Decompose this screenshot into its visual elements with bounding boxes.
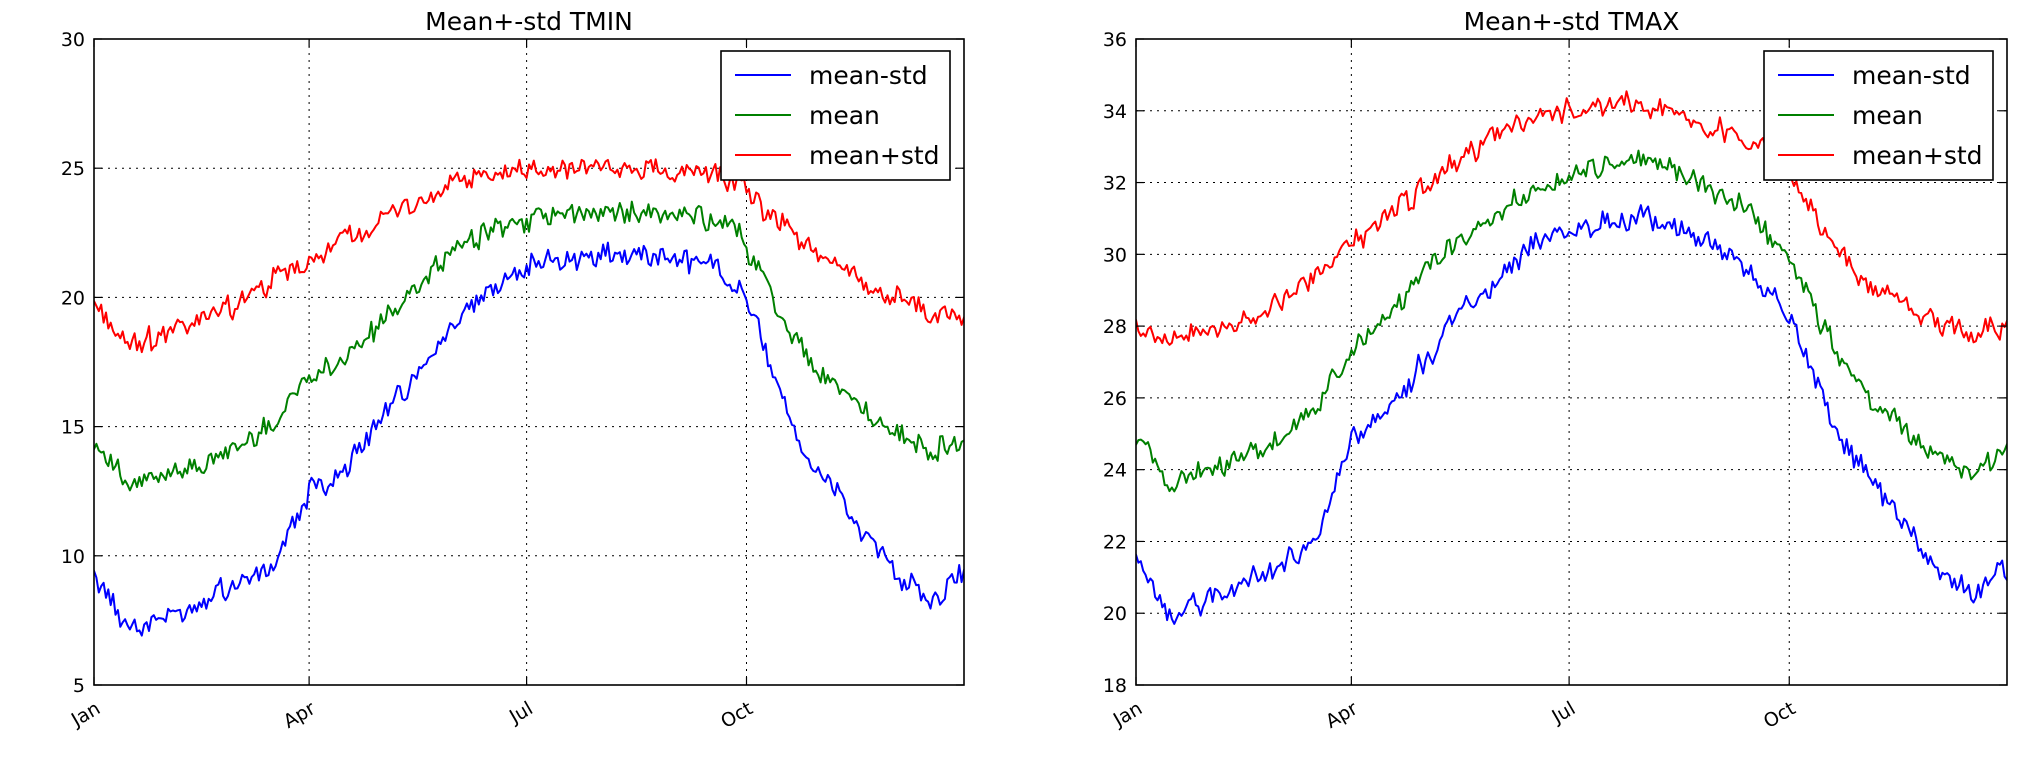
legend-label: mean-std bbox=[809, 61, 928, 90]
y-tick-label: 10 bbox=[61, 546, 85, 568]
legend-label: mean bbox=[809, 101, 880, 130]
plot-frame bbox=[1135, 38, 2008, 686]
legend-label: mean bbox=[1852, 101, 1923, 130]
x-tick-label: Oct bbox=[1760, 697, 1799, 732]
legend-label: mean+std bbox=[809, 141, 940, 170]
x-tick-label: Jul bbox=[1547, 697, 1579, 728]
chart-title: Mean+-std TMIN bbox=[425, 7, 633, 36]
series-line-mean-std bbox=[94, 241, 964, 637]
chart-panel-1: Mean+-std TMIN 5 10 15 20 25 30 Jan Apr Jul Oct mea… bbox=[61, 7, 965, 733]
y-tick-label: 34 bbox=[1103, 101, 1127, 123]
y-tick-label: 28 bbox=[1103, 316, 1127, 338]
series-line-mean+std bbox=[94, 158, 964, 354]
legend-label: mean+std bbox=[1852, 141, 1983, 170]
plot-frame bbox=[93, 38, 965, 686]
x-tick-label: Apr bbox=[280, 697, 320, 733]
y-tick-label: 18 bbox=[1103, 675, 1127, 697]
y-tick-label: 15 bbox=[61, 417, 85, 439]
y-tick-label: 36 bbox=[1103, 29, 1127, 51]
y-tick-label: 32 bbox=[1103, 173, 1127, 195]
legend: mean-std mean mean+std bbox=[1763, 50, 1994, 181]
y-tick-label: 20 bbox=[61, 287, 85, 309]
y-tick-label: 30 bbox=[61, 29, 85, 51]
y-tick-label: 20 bbox=[1103, 603, 1127, 625]
y-tick-label: 5 bbox=[73, 675, 85, 697]
series-line-mean+std bbox=[1136, 90, 2007, 346]
series-line-mean-std bbox=[1136, 204, 2007, 625]
x-tick-label: Jul bbox=[505, 697, 537, 728]
x-tick-label: Apr bbox=[1322, 697, 1362, 733]
series-line-mean bbox=[1136, 149, 2007, 493]
x-tick-label: Oct bbox=[717, 697, 756, 732]
chart-title: Mean+-std TMAX bbox=[1464, 7, 1680, 36]
series-line-mean bbox=[94, 200, 964, 492]
y-tick-label: 22 bbox=[1103, 531, 1127, 553]
chart-panel-2: Mean+-std TMAX 18 20 22 24 26 28 30 32 34 36 Jan Apr… bbox=[1103, 7, 2008, 733]
legend-label: mean-std bbox=[1852, 61, 1971, 90]
y-tick-label: 30 bbox=[1103, 244, 1127, 266]
y-tick-label: 24 bbox=[1103, 460, 1127, 482]
y-tick-label: 26 bbox=[1103, 388, 1127, 410]
y-tick-label: 25 bbox=[61, 158, 85, 180]
legend: mean-std mean mean+std bbox=[720, 50, 951, 181]
x-tick-label: Jan bbox=[67, 697, 104, 731]
x-tick-label: Jan bbox=[1109, 697, 1146, 731]
